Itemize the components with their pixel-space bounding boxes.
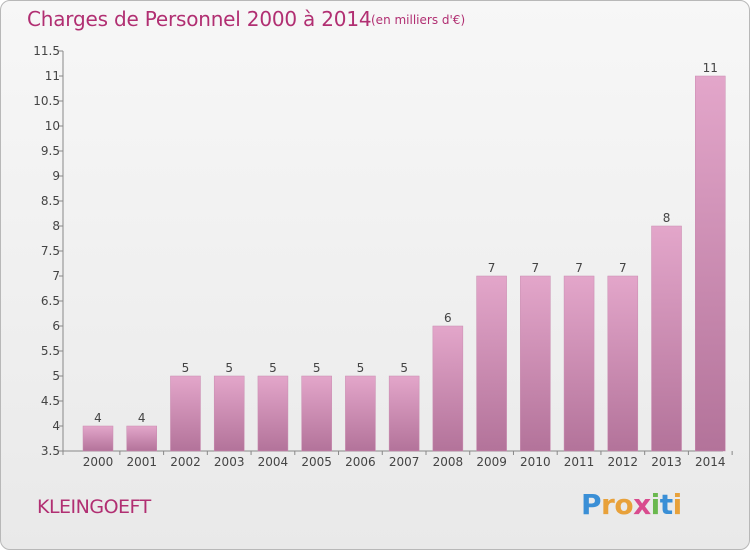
logo-letter: i [650, 488, 661, 521]
x-tick-label-2011: 2011 [564, 455, 595, 469]
y-tick-label: 7 [52, 269, 60, 283]
x-tick-label-2014: 2014 [695, 455, 726, 469]
x-tick-label-2006: 2006 [345, 455, 376, 469]
y-tick-label: 8 [52, 219, 60, 233]
axes: 3.5 4 4.5 5 5.5 6 6.5 7 7.5 8 8.5 9 9.5 10 10.5 11 11.5 [33, 44, 733, 458]
x-tick-label-2007: 2007 [389, 455, 420, 469]
value-label-2009: 7 [488, 261, 496, 275]
value-label-2007: 5 [400, 361, 408, 375]
bar-2009 [476, 275, 507, 452]
y-tick-label: 3.5 [41, 444, 60, 458]
x-tick-label-2010: 2010 [520, 455, 551, 469]
value-label-2008: 6 [444, 311, 452, 325]
value-label-2006: 5 [357, 361, 365, 375]
value-label-2003: 5 [225, 361, 233, 375]
bar-2010 [520, 275, 551, 452]
y-tick-label: 9.5 [41, 144, 60, 158]
x-tick-label-2013: 2013 [651, 455, 682, 469]
logo-letter: t [659, 488, 673, 521]
chart-subtitle: (en milliers d'€) [371, 13, 466, 27]
y-tick-label: 9 [52, 169, 60, 183]
x-tick-label-2012: 2012 [608, 455, 639, 469]
x-tick-label-2000: 2000 [83, 455, 114, 469]
bar-2000 [82, 425, 114, 452]
x-tick-label-2004: 2004 [258, 455, 289, 469]
value-label-2002: 5 [182, 361, 190, 375]
bar-2012 [607, 275, 639, 452]
bar-2006 [345, 375, 376, 452]
bar-2014 [695, 75, 726, 452]
value-label-2012: 7 [619, 261, 627, 275]
bar-2003 [213, 375, 245, 452]
x-tick-label-2005: 2005 [301, 455, 332, 469]
bar-2007 [388, 375, 420, 452]
logo-letter: P [581, 488, 602, 521]
proxiti-logo: Proxiti [581, 488, 682, 521]
y-tick-label: 11.5 [33, 44, 60, 58]
value-label-2014: 11 [703, 61, 718, 75]
x-tick-label-2003: 2003 [214, 455, 245, 469]
value-label-2004: 5 [269, 361, 277, 375]
y-tick-label: 4 [52, 419, 60, 433]
labels: 4 2000 4 2001 5 2002 5 2003 5 2004 5 2005 5 2006 5 2007… [83, 61, 726, 469]
y-tick-label: 7.5 [41, 244, 60, 258]
bar-2011 [563, 275, 595, 452]
bar-2002 [170, 375, 201, 452]
bar-2005 [301, 375, 332, 452]
logo-letter: o [614, 488, 634, 521]
y-tick-label: 10.5 [33, 94, 60, 108]
y-tick-label: 8.5 [41, 194, 60, 208]
x-tick-label-2009: 2009 [476, 455, 507, 469]
y-tick-label: 5 [52, 369, 60, 383]
value-label-2001: 4 [138, 411, 146, 425]
value-label-2000: 4 [94, 411, 102, 425]
x-tick-label-2002: 2002 [170, 455, 201, 469]
bar-2004 [257, 375, 289, 452]
bar-2013 [651, 225, 682, 452]
y-tick-label: 6.5 [41, 294, 60, 308]
x-tick-label-2008: 2008 [433, 455, 464, 469]
bars [82, 75, 726, 452]
y-tick-label: 4.5 [41, 394, 60, 408]
y-tick-label: 5.5 [41, 344, 60, 358]
y-tick-label: 10 [45, 119, 60, 133]
y-tick-label: 6 [52, 319, 60, 333]
y-tick-label: 11 [45, 69, 60, 83]
logo-letter: i [672, 488, 683, 521]
value-label-2013: 8 [663, 211, 671, 225]
value-label-2011: 7 [575, 261, 583, 275]
logo-letter: x [633, 488, 651, 521]
x-tick-label-2001: 2001 [126, 455, 157, 469]
bar-2001 [126, 425, 157, 452]
value-label-2010: 7 [532, 261, 540, 275]
bar-2008 [432, 325, 464, 452]
commune-name: KLEINGOEFT [37, 496, 151, 518]
logo-letter: r [601, 488, 615, 521]
chart-title: Charges de Personnel 2000 à 2014 [27, 7, 372, 31]
value-label-2005: 5 [313, 361, 321, 375]
